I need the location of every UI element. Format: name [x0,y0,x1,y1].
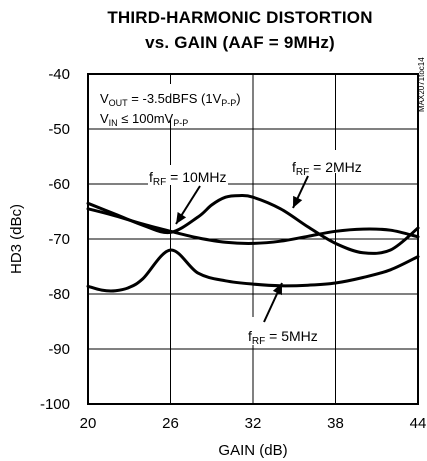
arrow-head-icon [272,283,282,296]
arrow-head-icon [176,212,187,224]
y-tick-label: -60 [48,176,70,193]
series-line-2mhz [86,194,420,255]
x-tick-label: 26 [162,415,179,432]
y-tick-label: -50 [48,121,70,138]
data-series [86,194,420,293]
y-tick-label: -70 [48,231,70,248]
series-label-5mhz: fRF = 5MHz [248,328,318,347]
figure-code-label: MAX2071toc14 [417,57,426,112]
arrow-head-icon [293,195,303,208]
y-tick-labels: -40 -50 -60 -70 -80 -90 -100 [40,66,70,413]
x-tick-label: 38 [327,415,344,432]
y-tick-label: -80 [48,286,70,303]
chart-title-line1: THIRD-HARMONIC DISTORTION [107,8,373,27]
plot-frame [87,73,419,405]
y-axis-label: HD3 (dBc) [8,204,25,274]
test-condition-line: VOUT = -3.5dBFS (1VP-P) [100,91,241,108]
series-label-10mhz: fRF = 10MHz [149,169,227,188]
test-condition-line: VIN ≤ 100mVP-P [100,111,188,128]
chart-title-line2: vs. GAIN (AAF = 9MHz) [145,33,335,52]
y-tick-label: -40 [48,66,70,83]
test-conditions: VOUT = -3.5dBFS (1VP-P) VIN ≤ 100mVP-P [100,91,241,128]
x-tick-label: 44 [410,415,427,432]
x-tick-label: 32 [245,415,262,432]
series-annotations: fRF = 10MHz fRF = 2MHz fRF = 5MHz [149,159,362,347]
grid-lines [88,74,418,404]
series-line-5mhz [86,248,420,293]
x-axis-label: GAIN (dB) [218,442,287,459]
y-tick-label: -90 [48,341,70,358]
series-label-2mhz: fRF = 2MHz [292,159,362,178]
x-tick-labels: 20 26 32 38 44 [80,415,427,432]
y-tick-label: -100 [40,396,70,413]
x-tick-label: 20 [80,415,97,432]
